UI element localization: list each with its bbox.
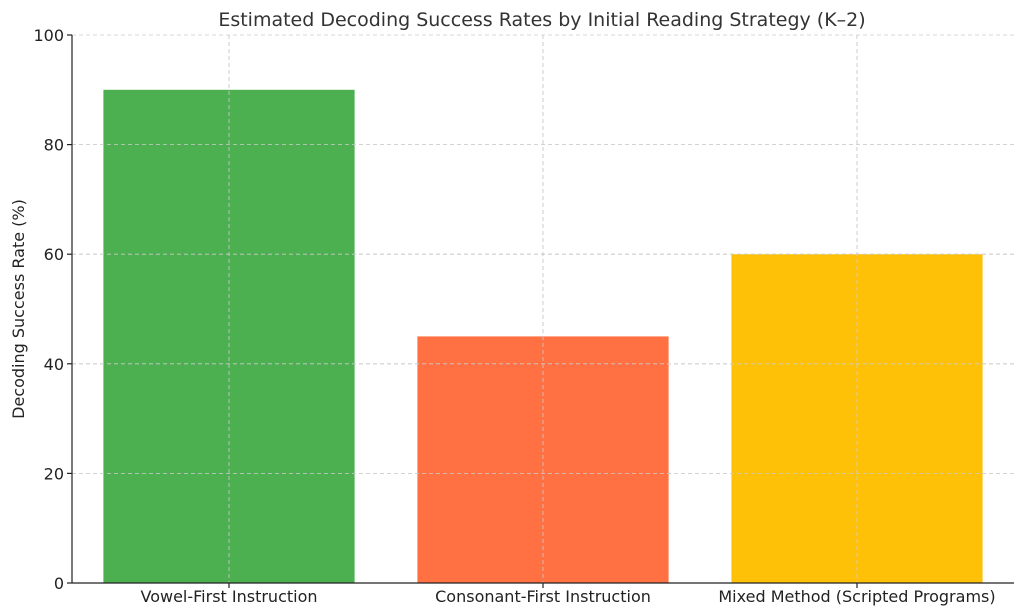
y-tick-label: 60: [44, 245, 64, 264]
y-tick-label: 0: [54, 574, 64, 593]
y-tick-label: 100: [33, 26, 64, 45]
chart-title: Estimated Decoding Success Rates by Init…: [218, 9, 865, 31]
x-tick-label: Vowel-First Instruction: [140, 587, 317, 606]
y-tick-label: 80: [44, 136, 64, 155]
y-axis-label: Decoding Success Rate (%): [9, 199, 28, 419]
x-tick-label: Mixed Method (Scripted Programs): [718, 587, 995, 606]
x-tick-label: Consonant-First Instruction: [435, 587, 651, 606]
bars: [72, 35, 1014, 584]
y-tick-label: 40: [44, 355, 64, 374]
y-tick-label: 20: [44, 464, 64, 483]
axes: [67, 34, 1014, 588]
tick-labels: 0 20 40 60 80 100 Vowel-First Instruction Conso…: [33, 26, 995, 606]
